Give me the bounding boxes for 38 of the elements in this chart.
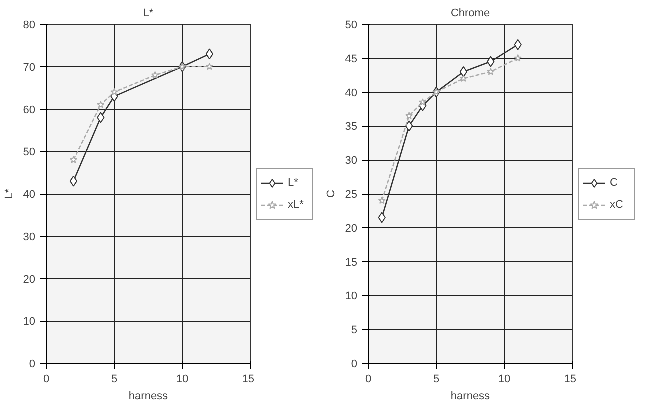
x-axis-title: harness bbox=[128, 390, 169, 402]
x-tick-label: 5 bbox=[111, 374, 118, 386]
chart-title: Chrome bbox=[450, 8, 490, 20]
y-tick-label: 35 bbox=[345, 121, 358, 134]
x-tick-label: 15 bbox=[564, 374, 577, 386]
y-tick-label: 10 bbox=[345, 290, 358, 303]
chart-title: L* bbox=[143, 8, 154, 20]
y-tick-label: 15 bbox=[345, 256, 358, 269]
y-tick-label: 25 bbox=[345, 189, 358, 201]
y-tick-label: 10 bbox=[23, 316, 36, 328]
y-tick-label: 30 bbox=[23, 231, 36, 244]
legend-label: L* bbox=[288, 176, 300, 188]
legend-label: C bbox=[610, 176, 619, 188]
y-tick-label: 45 bbox=[345, 53, 358, 66]
x-axis-title: harness bbox=[450, 390, 491, 402]
y-tick-label: 30 bbox=[345, 155, 358, 168]
x-tick-label: 0 bbox=[365, 374, 372, 386]
y-tick-label: 50 bbox=[23, 146, 36, 159]
y-tick-label: 70 bbox=[23, 62, 36, 74]
y-tick-label: 40 bbox=[23, 189, 36, 201]
y-tick-label: 5 bbox=[351, 324, 358, 337]
x-tick-label: 10 bbox=[176, 374, 189, 386]
y-axis-title: L* bbox=[3, 188, 16, 200]
y-axis-title: C bbox=[325, 190, 338, 198]
y-tick-label: 0 bbox=[29, 358, 36, 370]
x-tick-label: 10 bbox=[498, 374, 511, 386]
legend-label: xL* bbox=[288, 198, 305, 210]
y-tick-label: 20 bbox=[23, 274, 36, 286]
y-tick-label: 20 bbox=[345, 222, 358, 235]
y-tick-label: 60 bbox=[23, 104, 36, 116]
legend-label: xC bbox=[610, 198, 624, 210]
x-tick-label: 5 bbox=[433, 374, 440, 386]
x-tick-label: 0 bbox=[43, 374, 50, 386]
y-tick-label: 40 bbox=[345, 87, 358, 100]
x-tick-label: 15 bbox=[242, 374, 255, 386]
y-tick-label: 0 bbox=[351, 358, 358, 370]
y-tick-label: 50 bbox=[345, 20, 358, 32]
y-tick-label: 80 bbox=[23, 20, 36, 32]
